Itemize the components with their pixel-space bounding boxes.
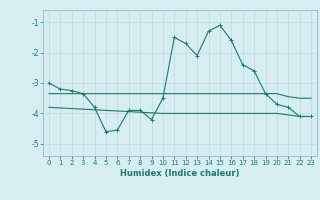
X-axis label: Humidex (Indice chaleur): Humidex (Indice chaleur) [120,169,240,178]
